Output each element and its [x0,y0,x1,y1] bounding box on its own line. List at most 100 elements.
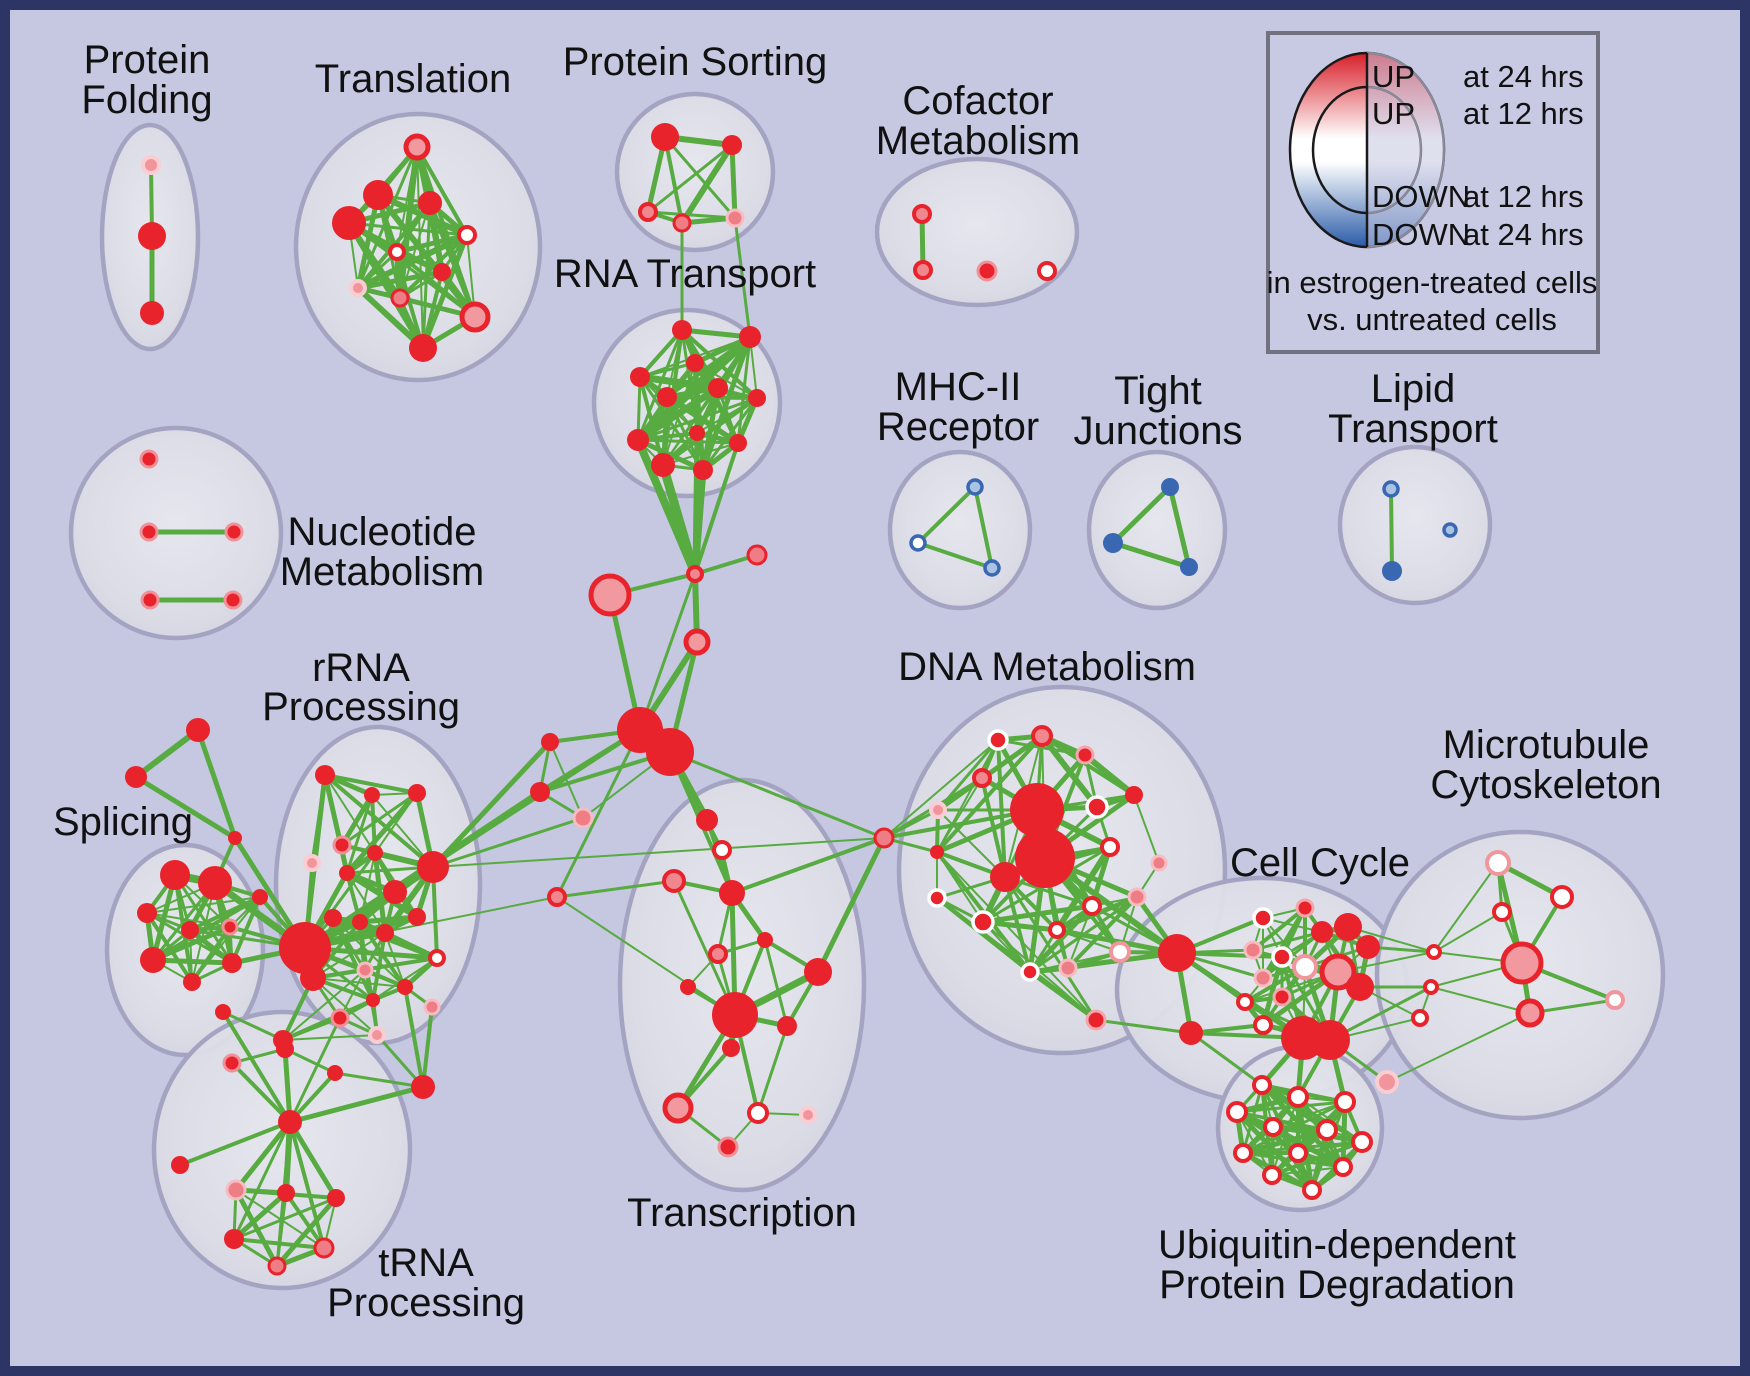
network-edge [346,872,386,934]
network-edge [344,790,420,876]
network-edge [221,1010,285,1042]
network-edge [1189,1031,1264,1087]
network-edge [283,1047,337,1075]
network-edge [549,741,584,819]
network-node-m3 [983,559,1001,577]
network-node-g1 [315,765,335,785]
network-node-x1 [186,718,210,742]
network-edge [1133,794,1160,864]
network-edge [661,396,759,467]
network-edge [679,327,753,340]
network-node-q2 [712,840,732,860]
network-node-k6 [224,1229,244,1249]
network-edge [973,485,994,570]
network-node-t1 [403,133,431,161]
network-node-v1 [1252,1075,1272,1095]
network-edge [230,895,262,965]
network-node-g15 [397,979,413,995]
network-edge [355,269,445,291]
network-node-u3 [224,522,244,542]
network-node-r12 [693,460,713,480]
network-edge [980,919,1060,933]
network-node-x2 [125,766,147,788]
network-edge [555,879,676,899]
network-node-u1 [139,449,159,469]
network-edge [937,809,1006,878]
cluster-label-translation: Translation [315,57,511,101]
cluster-label-nucleotide-metabolism: Nucleotide Metabolism [280,510,485,594]
network-node-t8 [349,279,367,297]
network-node-v9 [1288,1143,1308,1163]
network-node-k7 [313,1237,335,1259]
network-node-l2 [1382,561,1402,581]
network-node-pf2 [138,222,166,250]
network-node-v11 [1262,1165,1282,1185]
network-edge [694,362,758,399]
network-edge [178,1120,292,1167]
network-node-v12 [1302,1180,1322,1200]
network-node-l3 [1442,522,1458,538]
network-edge [936,851,1097,1021]
network-node-y2 [1295,898,1315,918]
network-edge [638,375,705,472]
network-node-v4 [1226,1101,1248,1123]
network-edge [430,739,553,870]
network-node-q16 [547,887,567,907]
network-edge [636,396,759,442]
network-node-r8 [627,429,649,451]
network-node-k11 [276,1040,294,1058]
network-node-d8 [1015,828,1075,888]
legend-up-12-label: UP [1372,96,1415,131]
network-node-g10 [408,908,426,926]
network-edge [662,442,739,466]
network-edge [221,1010,292,1124]
network-edge [1389,487,1394,573]
network-node-k8 [267,1256,287,1276]
network-node-q5 [757,932,773,948]
network-edge [1235,1100,1347,1114]
network-node-k12 [327,1065,343,1081]
network-node-j3 [1180,558,1198,576]
network-node-k1 [278,1110,302,1134]
network-node-t7 [433,263,451,281]
network-node-p2 [722,135,742,155]
network-edge [415,145,469,237]
network-edge [282,1034,378,1041]
network-edge [815,835,887,975]
network-node-g22 [411,1075,435,1099]
network-node-k5 [327,1189,345,1207]
network-node-q14 [799,1106,817,1124]
network-node-w7 [1515,998,1545,1028]
network-edge [936,738,1000,812]
network-edge [936,739,999,853]
network-node-g17 [366,993,380,1007]
network-node-q10 [777,1016,797,1036]
cluster-label-mhc-ii-receptor: MHC-II Receptor [877,365,1039,449]
network-node-q15 [717,1136,739,1158]
network-node-r9 [689,425,705,441]
network-edge [636,328,684,442]
network-node-q8 [804,958,832,986]
network-node-d23 [1085,1009,1107,1031]
network-node-y12 [1272,987,1292,1007]
network-edge [233,1187,280,1269]
network-edge [1003,875,1032,974]
network-edge [232,1196,338,1241]
network-edge [935,896,1098,1022]
network-node-v6 [1316,1119,1338,1141]
network-edge [333,1071,425,1089]
network-node-g16 [428,949,446,967]
network-edge [883,739,999,839]
network-node-g12 [352,914,368,930]
network-edge [395,250,477,319]
network-node-d10 [1085,795,1109,819]
network-node-s9 [252,889,268,905]
network-node-u4 [140,590,160,610]
network-edge [146,896,261,914]
legend-gradient-circle-icon [1288,51,1446,249]
network-edge [555,728,642,899]
network-edge [756,1024,789,1115]
network-edge [403,985,425,1089]
